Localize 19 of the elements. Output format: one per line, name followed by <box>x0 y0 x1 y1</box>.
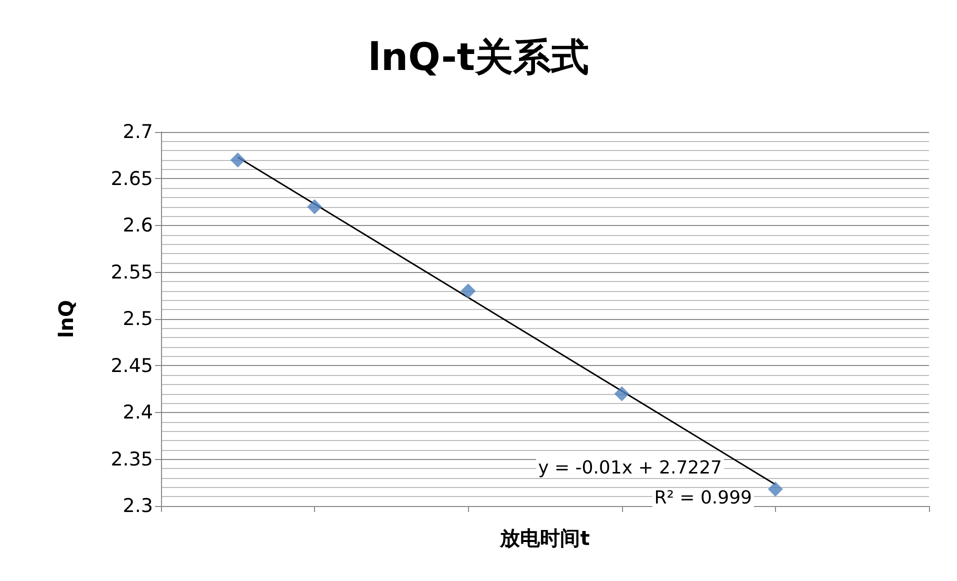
y-axis-title: lnQ <box>54 300 78 338</box>
y-tick-label: 2.5 <box>122 308 153 330</box>
chart-title: lnQ-t关系式 <box>368 35 590 79</box>
y-tick-label: 2.3 <box>122 495 153 517</box>
y-tick-label: 2.55 <box>110 261 153 284</box>
y-tick-label: 2.7 <box>122 121 153 143</box>
annotation: y = -0.01x + 2.7227 <box>538 458 722 478</box>
point <box>307 199 322 214</box>
point <box>614 386 630 402</box>
y-tick-label: 2.4 <box>122 402 153 424</box>
x-axis-title: 放电时间t <box>499 526 590 550</box>
annotation: R² = 0.999 <box>654 488 752 508</box>
y-tick-label: 2.35 <box>110 448 153 470</box>
y-tick-label: 2.45 <box>110 354 153 377</box>
point <box>768 482 783 497</box>
y-tick-label: 2.65 <box>110 168 153 190</box>
point <box>230 152 246 168</box>
point <box>460 283 476 298</box>
y-tick-label: 2.6 <box>122 214 153 236</box>
